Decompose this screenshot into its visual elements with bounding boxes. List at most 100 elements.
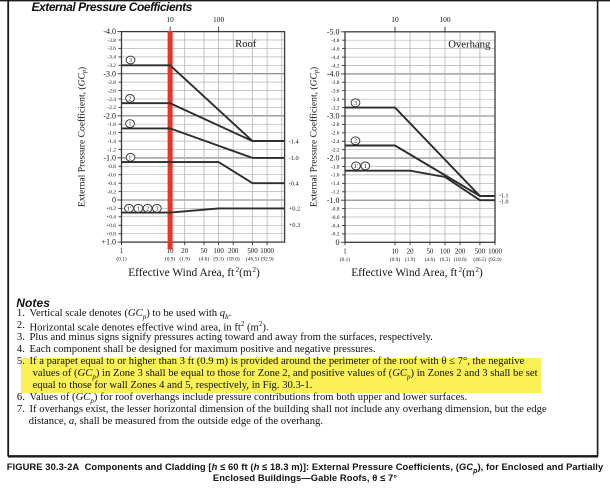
svg-text:Roof: Roof [235,39,257,50]
svg-text:-1.4: -1.4 [289,138,300,145]
svg-text:+0.3: +0.3 [289,222,301,229]
svg-text:500: 500 [475,248,486,255]
svg-text:(1.9): (1.9) [405,256,416,263]
svg-text:100: 100 [213,248,224,255]
svg-text:Effective Wind Area, ft2(m2): Effective Wind Area, ft2(m2) [128,266,260,279]
svg-text:(18.6): (18.6) [454,256,467,263]
svg-text:-1.0: -1.0 [103,154,116,163]
svg-text:-4.0: -4.0 [103,27,116,36]
svg-text:100: 100 [213,15,224,24]
svg-text:-5.0: -5.0 [327,27,340,36]
svg-text:1000: 1000 [488,248,502,255]
svg-text:(0.9): (0.9) [165,256,176,263]
svg-text:1: 1 [137,205,140,212]
svg-text:-4.2: -4.2 [331,63,340,69]
svg-text:2: 2 [146,205,149,212]
svg-text:-4.0: -4.0 [327,70,340,79]
svg-text:-3.6: -3.6 [331,89,340,95]
svg-text:-1.1: -1.1 [499,194,509,200]
svg-text:10: 10 [391,15,399,24]
svg-text:-1.2: -1.2 [331,190,340,196]
svg-text:100: 100 [440,248,451,255]
svg-text:-1.0: -1.0 [289,155,299,162]
svg-text:-1.8: -1.8 [107,122,116,128]
svg-text:20: 20 [407,248,414,255]
svg-text:-2.2: -2.2 [331,148,340,154]
svg-text:-3.6: -3.6 [107,46,116,52]
svg-text:(0.1): (0.1) [116,256,127,263]
svg-text:-1.8: -1.8 [331,164,340,170]
svg-text:Effective Wind Area, ft2(m2): Effective Wind Area, ft2(m2) [351,266,483,279]
svg-text:-0.6: -0.6 [331,215,340,221]
svg-text:200: 200 [455,248,466,255]
svg-text:(1.9): (1.9) [180,256,191,263]
svg-text:-3.0: -3.0 [103,69,116,78]
svg-text:100: 100 [439,15,450,24]
svg-text:10: 10 [166,15,174,24]
svg-text:-1.0: -1.0 [327,196,340,205]
svg-text:-3.8: -3.8 [107,38,116,44]
svg-text:3: 3 [129,57,132,64]
svg-text:-4.4: -4.4 [331,55,340,61]
svg-text:1: 1 [120,248,124,255]
svg-text:1′: 1′ [128,154,133,161]
svg-text:1′: 1′ [354,163,359,170]
svg-text:(46.5): (46.5) [473,256,486,263]
svg-text:1: 1 [364,163,367,170]
svg-text:+0.2: +0.2 [106,206,116,212]
svg-text:+0.6: +0.6 [106,223,116,229]
svg-text:-2.4: -2.4 [331,139,340,145]
svg-text:-2.8: -2.8 [107,80,116,86]
svg-text:+0.2: +0.2 [289,206,301,213]
svg-text:-1.0: -1.0 [499,200,509,206]
svg-text:(9.3): (9.3) [440,256,451,263]
svg-text:-0.2: -0.2 [331,232,340,238]
svg-text:(92.9): (92.9) [261,256,274,263]
svg-text:-0.8: -0.8 [331,206,340,212]
svg-text:-4.6: -4.6 [331,46,340,52]
svg-text:-0.4: -0.4 [331,223,340,229]
svg-text:-1.6: -1.6 [331,173,340,179]
svg-text:3: 3 [155,205,158,212]
svg-text:-0.6: -0.6 [107,173,116,179]
svg-text:-3.2: -3.2 [331,105,340,111]
svg-text:(46.5): (46.5) [246,256,259,263]
svg-text:50: 50 [426,248,433,255]
svg-text:-1.4: -1.4 [107,139,116,145]
svg-text:10: 10 [167,248,174,255]
svg-text:+0.8: +0.8 [106,232,116,238]
svg-text:+0.4: +0.4 [106,215,116,221]
svg-text:0: 0 [336,238,340,247]
svg-text:(9.3): (9.3) [213,256,224,263]
svg-text:-3.8: -3.8 [331,80,340,86]
svg-text:1: 1 [343,248,347,255]
svg-text:-0.4: -0.4 [289,180,300,187]
svg-text:-2.2: -2.2 [107,105,116,111]
svg-text:-1.4: -1.4 [331,181,340,187]
svg-text:-2.8: -2.8 [331,122,340,128]
svg-text:-2.0: -2.0 [327,154,340,163]
svg-text:(92.9): (92.9) [488,256,501,263]
svg-text:External Pressure Coefficient,: External Pressure Coefficient, (GCp) [309,67,321,207]
svg-text:1: 1 [128,121,131,128]
svg-text:1′: 1′ [127,205,132,212]
svg-text:-3.0: -3.0 [327,112,340,121]
svg-text:-3.2: -3.2 [107,63,116,69]
svg-text:2: 2 [128,95,131,102]
svg-text:0: 0 [112,196,116,205]
svg-text:(4.6): (4.6) [199,256,210,263]
svg-text:-1.6: -1.6 [107,130,116,136]
svg-text:10: 10 [392,248,399,255]
svg-text:(0.1): (0.1) [340,256,351,263]
svg-text:-2.0: -2.0 [103,111,116,120]
svg-text:1000: 1000 [260,248,274,255]
svg-text:-2.6: -2.6 [107,88,116,94]
svg-text:(18.6): (18.6) [227,256,240,263]
svg-text:-0.4: -0.4 [107,181,116,187]
svg-text:+1.0: +1.0 [101,238,116,247]
svg-text:200: 200 [228,248,239,255]
svg-text:-2.4: -2.4 [107,97,116,103]
svg-text:2: 2 [354,138,357,145]
svg-text:-0.2: -0.2 [107,189,116,195]
svg-text:External Pressure Coefficient,: External Pressure Coefficient, (GCp) [77,67,89,207]
